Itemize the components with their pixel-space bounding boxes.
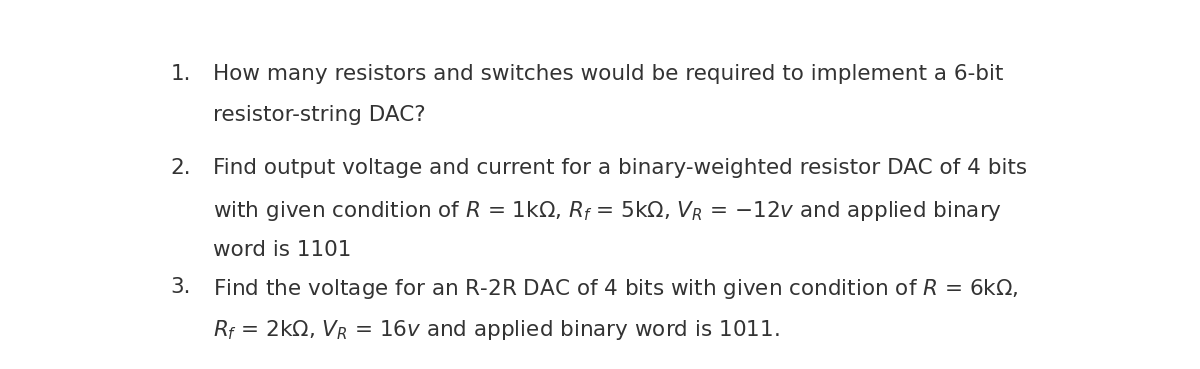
Text: 1.: 1. bbox=[170, 64, 191, 84]
Text: Find the voltage for an R-2R DAC of 4 bits with given condition of $R$ = 6k$\Ome: Find the voltage for an R-2R DAC of 4 bi… bbox=[214, 277, 1019, 301]
Text: 3.: 3. bbox=[170, 277, 191, 297]
Text: How many resistors and switches would be required to implement a 6-bit: How many resistors and switches would be… bbox=[214, 64, 1003, 84]
Text: $R_f$ = 2k$\Omega$, $V_R$ = 16$v$ and applied binary word is 1011.: $R_f$ = 2k$\Omega$, $V_R$ = 16$v$ and ap… bbox=[214, 318, 780, 342]
Text: resistor-string DAC?: resistor-string DAC? bbox=[214, 106, 426, 125]
Text: word is 1101: word is 1101 bbox=[214, 240, 352, 261]
Text: 2.: 2. bbox=[170, 158, 191, 178]
Text: Find output voltage and current for a binary-weighted resistor DAC of 4 bits: Find output voltage and current for a bi… bbox=[214, 158, 1027, 178]
Text: with given condition of $R$ = 1k$\Omega$, $R_f$ = 5k$\Omega$, $V_R$ = $-$12$v$ a: with given condition of $R$ = 1k$\Omega$… bbox=[214, 199, 1002, 223]
